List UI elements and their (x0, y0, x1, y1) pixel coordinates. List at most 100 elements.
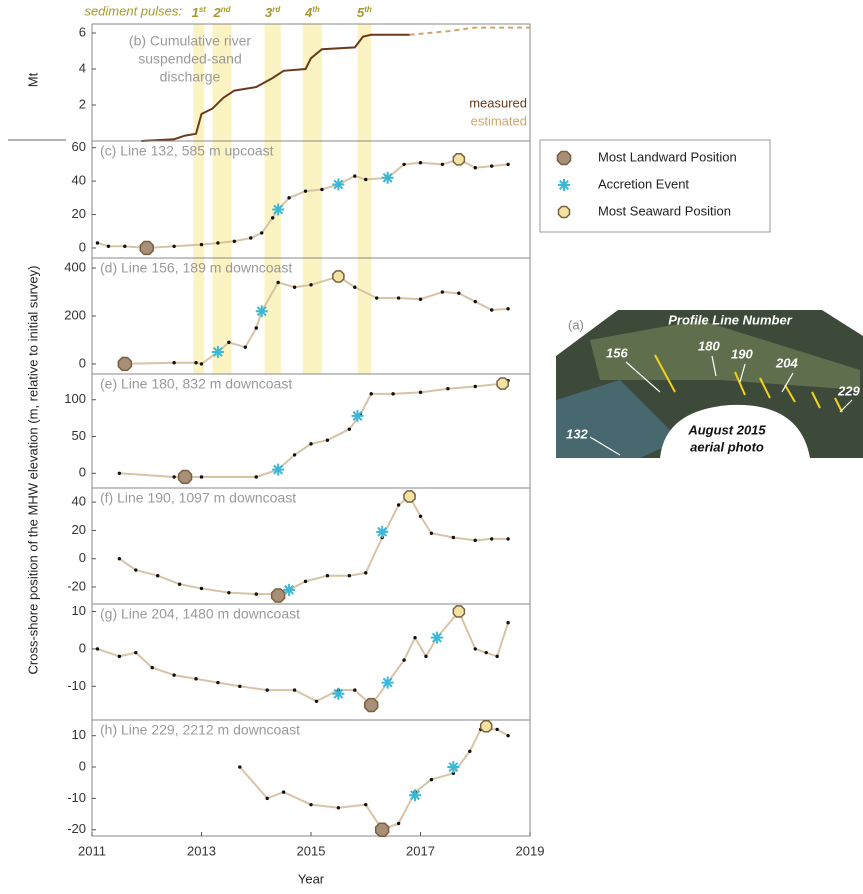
survey-point (397, 503, 400, 506)
y-tick-label: -20 (67, 578, 86, 593)
survey-point (424, 655, 427, 658)
y-tick-label: 0 (79, 239, 86, 254)
panel-title: (c) Line 132, 585 m upcoast (100, 143, 274, 159)
y-tick-label: -10 (67, 790, 86, 805)
accretion-marker (447, 761, 459, 773)
survey-point (446, 387, 449, 390)
pulses-label: sediment pulses: (84, 3, 182, 18)
survey-point (276, 281, 279, 284)
survey-point (309, 803, 312, 806)
survey-point (118, 655, 121, 658)
survey-point (397, 822, 400, 825)
survey-point (452, 536, 455, 539)
panel-title: (f) Line 190, 1097 m downcoast (100, 490, 296, 506)
survey-point (172, 475, 175, 478)
accretion-marker (352, 410, 364, 422)
survey-point (495, 655, 498, 658)
y-tick-label: 4 (79, 60, 86, 75)
survey-point (315, 700, 318, 703)
legend-symbol (558, 152, 571, 165)
y-tick-label: -10 (67, 678, 86, 693)
survey-point (353, 174, 356, 177)
inset-label: 190 (731, 346, 753, 361)
survey-point (348, 427, 351, 430)
y-tick-label: 0 (79, 758, 86, 773)
survey-point (397, 296, 400, 299)
survey-point (457, 292, 460, 295)
survey-point (200, 243, 203, 246)
landward-marker (365, 699, 378, 712)
y-tick-label: 0 (79, 465, 86, 480)
inset-label: August 2015 (687, 422, 766, 437)
y-tick-label: 40 (72, 173, 86, 188)
survey-point (151, 666, 154, 669)
seaward-marker (481, 721, 492, 732)
survey-point (485, 651, 488, 654)
x-axis-label: Year (298, 871, 325, 886)
y-tick-label: 10 (72, 727, 86, 742)
survey-point (495, 728, 498, 731)
inset-label: aerial photo (690, 439, 764, 454)
survey-point (227, 341, 230, 344)
survey-point (506, 621, 509, 624)
accretion-marker (332, 178, 344, 190)
y-axis-label: Cross-shore position of the MHW elevatio… (25, 266, 40, 675)
survey-point (255, 475, 258, 478)
survey-point (490, 308, 493, 311)
y-tick-label: 200 (64, 307, 86, 322)
accretion-marker (409, 789, 421, 801)
x-tick-label: 2015 (297, 843, 326, 858)
panel-title: (e) Line 180, 832 m downcoast (100, 376, 292, 392)
y-tick-label: 0 (79, 355, 86, 370)
survey-point (441, 163, 444, 166)
accretion-marker (272, 204, 284, 216)
survey-point (107, 245, 110, 248)
survey-point (490, 164, 493, 167)
pulse-suffix: st (199, 5, 206, 14)
inset-label: 204 (775, 355, 798, 370)
survey-point (391, 392, 394, 395)
panel-annotation: suspended-sand (138, 51, 242, 67)
survey-point (216, 241, 219, 244)
survey-point (249, 236, 252, 239)
figure: 1st2nd3rd4th5thsediment pulses:246measur… (0, 0, 863, 894)
pulse-label: 2nd (213, 5, 232, 20)
survey-point (326, 438, 329, 441)
x-tick-label: 2017 (406, 843, 435, 858)
inset-label: 229 (837, 383, 860, 398)
accretion-marker (283, 584, 295, 596)
y-tick-label: 10 (72, 603, 86, 618)
survey-point (326, 574, 329, 577)
y-tick-label: 100 (64, 391, 86, 406)
survey-point (293, 286, 296, 289)
survey-point (419, 161, 422, 164)
survey-point (282, 790, 285, 793)
accretion-marker (382, 677, 394, 689)
seaward-marker (497, 378, 508, 389)
pulse-label: 1st (192, 5, 207, 20)
survey-point (238, 765, 241, 768)
y-tick-label: 6 (79, 24, 86, 39)
pulse-label: 4th (304, 5, 320, 20)
pulse-suffix: th (312, 5, 320, 14)
pulse-suffix: th (364, 5, 372, 14)
survey-point (441, 290, 444, 293)
landward-marker (118, 358, 131, 371)
trend-line (240, 729, 508, 829)
y-tick-label: 20 (72, 522, 86, 537)
survey-point (419, 298, 422, 301)
survey-point (293, 453, 296, 456)
series-label: estimated (471, 113, 527, 128)
survey-point (156, 574, 159, 577)
survey-point (200, 587, 203, 590)
survey-point (96, 647, 99, 650)
y-axis-label: Mt (25, 72, 40, 87)
accretion-marker (212, 346, 224, 358)
survey-point (172, 245, 175, 248)
legend-label: Accretion Event (598, 176, 689, 191)
y-tick-label: 60 (72, 139, 86, 154)
panel-annotation: discharge (160, 69, 221, 85)
survey-point (178, 582, 181, 585)
survey-point (468, 750, 471, 753)
x-tick-label: 2013 (187, 843, 216, 858)
